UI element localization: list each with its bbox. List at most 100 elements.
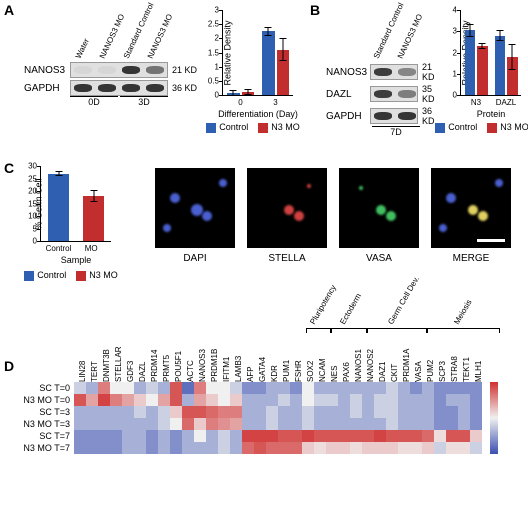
legend-item: N3 MO <box>76 270 118 281</box>
heatmap-cell <box>458 442 470 454</box>
heatmap-cell <box>434 382 446 394</box>
heatmap-cell <box>422 382 434 394</box>
panel-b-label: B <box>310 2 320 18</box>
heatmap-cell <box>230 442 242 454</box>
heatmap-col-label: PRDM14 <box>150 350 159 382</box>
heatmap-col-label: ACTC <box>186 360 195 382</box>
heatmap-cell <box>182 394 194 406</box>
heatmap-col-label: STRA8 <box>450 356 459 382</box>
blot-protein-name: DAZL <box>326 89 370 100</box>
heatmap-cell <box>122 418 134 430</box>
heatmap-cell <box>242 394 254 406</box>
heatmap-col-label: PAX6 <box>342 362 351 382</box>
heatmap-cell <box>338 430 350 442</box>
heatmap-col-label: PRDM1B <box>210 349 219 382</box>
heatmap-cell <box>182 418 194 430</box>
kd-label: 21 KD <box>172 65 197 75</box>
heatmap-cell <box>170 418 182 430</box>
heatmap-cell <box>446 394 458 406</box>
heatmap-group-label: Ectoderm <box>338 292 363 326</box>
heatmap-cell <box>182 382 194 394</box>
heatmap-groups: PluripotencyEctodermGerm Cell Dev.Meiosi… <box>78 298 528 334</box>
legend-item: Control <box>206 122 248 133</box>
legend-b: ControlN3 MO <box>432 122 528 133</box>
heatmap-col-label: NES <box>330 366 339 382</box>
heatmap-cell <box>290 394 302 406</box>
heatmap-cell <box>74 442 86 454</box>
heatmap-cell <box>86 430 98 442</box>
heatmap-col-label: DAZL <box>138 362 147 382</box>
heatmap-cell <box>98 430 110 442</box>
panel-a-label: A <box>4 2 14 18</box>
heatmap-cell <box>350 406 362 418</box>
heatmap-cell <box>98 394 110 406</box>
heatmap-cell <box>338 382 350 394</box>
heatmap-cell <box>458 430 470 442</box>
heatmap-cell <box>458 382 470 394</box>
blot-protein-name: GAPDH <box>24 83 70 94</box>
heatmap-cell <box>134 430 146 442</box>
heatmap-cell <box>242 406 254 418</box>
heatmap-cell <box>218 382 230 394</box>
heatmap-cell <box>146 442 158 454</box>
heatmap-col-label: AFP <box>246 366 255 382</box>
heatmap-cell <box>398 442 410 454</box>
bar <box>277 50 289 95</box>
a-chart-xlabel: Differentiation (Day) <box>218 109 298 119</box>
heatmap-col-label: KDR <box>270 365 279 382</box>
heatmap-cell <box>266 418 278 430</box>
heatmap-cell <box>398 382 410 394</box>
heatmap-cell <box>194 418 206 430</box>
fluorescence-panel: STELLA <box>247 168 327 264</box>
blot-row: NANOS321 KD <box>24 62 204 78</box>
heatmap-cell <box>206 394 218 406</box>
fluorescence-label: STELLA <box>247 253 327 264</box>
heatmap-cell <box>362 394 374 406</box>
heatmap-colorscale <box>490 382 498 454</box>
heatmap-cell <box>254 394 266 406</box>
heatmap-cell <box>170 382 182 394</box>
heatmap-cell <box>302 406 314 418</box>
heatmap-cell <box>254 418 266 430</box>
fluorescence-label: VASA <box>339 253 419 264</box>
lane-label: NANOS3 MO <box>146 13 174 60</box>
heatmap-col-label: LAMB3 <box>234 356 243 382</box>
heatmap-cell <box>146 406 158 418</box>
heatmap-cell <box>134 418 146 430</box>
heatmap-cell <box>374 382 386 394</box>
bar <box>227 93 239 95</box>
heatmap-col-label: POU5F1 <box>174 351 183 382</box>
bar <box>262 31 274 95</box>
lane-label: NANOS3 MO <box>396 13 424 60</box>
heatmap-cell <box>98 382 110 394</box>
heatmap-row-label: N3 MO T=3 <box>0 418 74 430</box>
lane-label: Water <box>74 37 91 60</box>
blot-row: GAPDH36 KD <box>24 80 204 96</box>
heatmap-cell <box>110 382 122 394</box>
heatmap-cell <box>422 442 434 454</box>
heatmap-cell <box>326 394 338 406</box>
heatmap-col-label: LIN28 <box>78 361 87 382</box>
panel-c-label: C <box>4 160 14 176</box>
heatmap-cell <box>74 418 86 430</box>
fluorescence-panel: DAPI <box>155 168 235 264</box>
heatmap-cell <box>302 442 314 454</box>
heatmap-cell <box>338 406 350 418</box>
heatmap-cell <box>206 406 218 418</box>
heatmap-cell <box>254 406 266 418</box>
heatmap-col-label: IFITM1 <box>222 357 231 382</box>
heatmap-cell <box>362 382 374 394</box>
heatmap-cell <box>470 430 482 442</box>
heatmap-cell <box>158 382 170 394</box>
bar <box>83 196 104 241</box>
heatmap-cell <box>230 430 242 442</box>
panel-b-chart: Relative Density Protein 01234N3DAZL <box>460 10 521 96</box>
heatmap-cell <box>398 418 410 430</box>
heatmap-cell <box>74 406 86 418</box>
heatmap-col-label: SOX2 <box>306 361 315 382</box>
heatmap-cell <box>398 394 410 406</box>
heatmap-row-label: N3 MO T=0 <box>0 394 74 406</box>
heatmap-cell <box>254 382 266 394</box>
heatmap-cell <box>326 406 338 418</box>
heatmap-cell <box>314 406 326 418</box>
